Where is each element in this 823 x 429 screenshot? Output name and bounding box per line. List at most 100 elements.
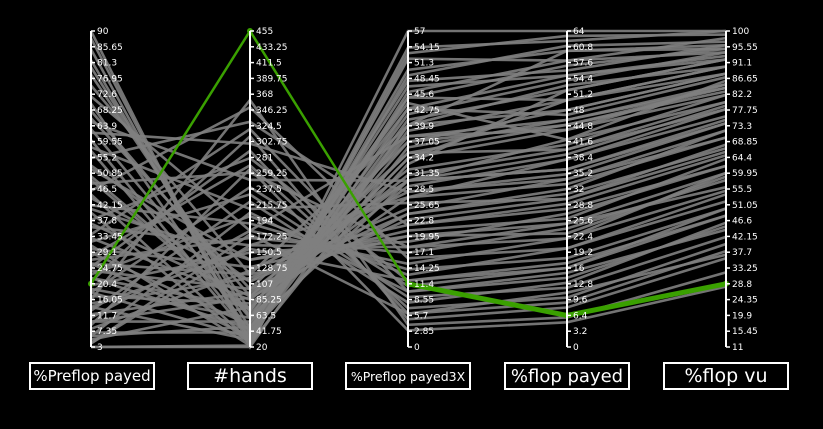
axis-tick-label: 39.9 — [414, 122, 434, 132]
axis-tick-label: 57.6 — [573, 59, 593, 69]
axis-tick-label: 8.55 — [414, 296, 434, 306]
axis-tick-label: 259.25 — [256, 169, 288, 179]
axis-tick-label: 68.85 — [732, 138, 758, 148]
axis-tick-label: 194 — [256, 217, 273, 227]
axis-tick-label: 11 — [732, 343, 743, 353]
axis-tick-label: 172.25 — [256, 232, 288, 242]
axis-tick-label: 46.5 — [97, 185, 117, 195]
axis-tick-label: 22.4 — [573, 232, 593, 242]
axis-tick-label: 15.45 — [732, 327, 758, 337]
axis-tick-label: 33.25 — [732, 264, 758, 274]
axis-tick-label: 46.6 — [732, 217, 752, 227]
axis-tick-label: 32 — [573, 185, 584, 195]
axis-label-button[interactable]: #hands — [187, 362, 313, 390]
axis-tick-label: 42.75 — [414, 106, 440, 116]
axis-label-button[interactable]: %flop vu — [663, 362, 789, 390]
axis-tick-label: 51.2 — [573, 90, 593, 100]
axis-label-button[interactable]: %flop payed — [504, 362, 630, 390]
axis-tick-label: 281 — [256, 153, 273, 163]
axis-tick-label: 215.75 — [256, 201, 288, 211]
axis-tick-label: 35.2 — [573, 169, 593, 179]
axis-tick-label: 28.5 — [414, 185, 434, 195]
axis-tick-label: 82.2 — [732, 90, 752, 100]
axis-tick-label: 48 — [573, 106, 585, 116]
axis-tick-label: 76.95 — [97, 74, 123, 84]
axis-tick-label: 54.4 — [573, 74, 593, 84]
axis-tick-label: 57 — [414, 27, 425, 37]
axis-tick-label: 25.65 — [414, 201, 440, 211]
axis-tick-label: 45.6 — [414, 90, 434, 100]
axis-label-button[interactable]: %Preflop payed3X — [345, 362, 471, 390]
axis-tick-label: 77.75 — [732, 106, 758, 116]
axis-tick-label: 48.45 — [414, 74, 440, 84]
axis-tick-label: 25.6 — [573, 217, 593, 227]
axis-tick-label: 19.2 — [573, 248, 593, 258]
axis-tick-label: 150.5 — [256, 248, 282, 258]
axis-tick-label: 51.3 — [414, 59, 434, 69]
axis-label-button[interactable]: %Preflop payed — [29, 362, 155, 390]
axis-tick-label: 34.2 — [414, 153, 434, 163]
axis-tick-label: 128.75 — [256, 264, 288, 274]
axis-tick-label: 81.3 — [97, 59, 117, 69]
axis-tick-label: 44.8 — [573, 122, 593, 132]
axis-tick-label: 433.25 — [256, 43, 288, 53]
axis-tick-label: 0 — [573, 343, 579, 353]
axis-tick-label: 19.9 — [732, 311, 752, 321]
axis-tick-label: 16 — [573, 264, 585, 274]
axis-tick-label: 16.05 — [97, 296, 123, 306]
axis-tick-label: 72.6 — [97, 90, 117, 100]
axis-tick-label: 19.95 — [414, 232, 440, 242]
axis-tick-label: 0 — [414, 343, 420, 353]
axis-tick-label: 11.7 — [97, 311, 117, 321]
axis-tick-label: 5.7 — [414, 311, 428, 321]
axis-tick-label: 237.5 — [256, 185, 282, 195]
axis-tick-label: 12.8 — [573, 280, 593, 290]
axis-tick-label: 2.85 — [414, 327, 434, 337]
axis-tick-label: 368 — [256, 90, 273, 100]
axis-tick-label: 37.8 — [97, 217, 117, 227]
axis-tick-label: 42.15 — [732, 232, 758, 242]
axis-tick-label: 37.05 — [414, 138, 440, 148]
axis-tick-label: 11.4 — [414, 280, 434, 290]
axis-tick-label: 63.5 — [256, 311, 276, 321]
axis-tick-label: 20 — [256, 343, 268, 353]
axis-tick-label: 24.75 — [97, 264, 123, 274]
axis-tick-label: 33.45 — [97, 232, 123, 242]
axis-tick-label: 28.8 — [732, 280, 752, 290]
axis-tick-label: 24.35 — [732, 296, 758, 306]
axis-tick-label: 3.2 — [573, 327, 587, 337]
axis-tick-label: 41.75 — [256, 327, 282, 337]
axis-tick-label: 28.8 — [573, 201, 593, 211]
axis-tick-label: 411.5 — [256, 59, 282, 69]
axis-tick-label: 389.75 — [256, 74, 288, 84]
axis-tick-label: 60.8 — [573, 43, 593, 53]
axis-tick-label: 59.55 — [97, 138, 123, 148]
axis-tick-label: 20.4 — [97, 280, 117, 290]
axis-tick-label: 54.15 — [414, 43, 440, 53]
axis-tick-label: 50.85 — [97, 169, 123, 179]
axis-tick-label: 91.1 — [732, 59, 752, 69]
axis-tick-label: 86.65 — [732, 74, 758, 84]
axis-tick-label: 55.2 — [97, 153, 117, 163]
axis-tick-label: 9.6 — [573, 296, 588, 306]
axis-tick-label: 346.25 — [256, 106, 288, 116]
axis-tick-label: 37.7 — [732, 248, 752, 258]
axis-tick-label: 107 — [256, 280, 273, 290]
axis-tick-label: 95.55 — [732, 43, 758, 53]
axis-tick-label: 63.9 — [97, 122, 117, 132]
axis-tick-label: 455 — [256, 27, 273, 37]
axis-tick-label: 6.4 — [573, 311, 588, 321]
axis-tick-label: 22.8 — [414, 217, 434, 227]
axis-tick-label: 68.25 — [97, 106, 123, 116]
axis-tick-label: 17.1 — [414, 248, 434, 258]
axis-tick-label: 55.5 — [732, 185, 752, 195]
axis-tick-label: 29.1 — [97, 248, 117, 258]
axis-tick-label: 41.6 — [573, 138, 593, 148]
axis-tick-label: 14.25 — [414, 264, 440, 274]
axis-tick-label: 85.25 — [256, 296, 282, 306]
axis-tick-label: 31.35 — [414, 169, 440, 179]
axis-tick-label: 100 — [732, 27, 749, 37]
axis-tick-label: 42.15 — [97, 201, 123, 211]
axis-tick-label: 302.75 — [256, 138, 288, 148]
